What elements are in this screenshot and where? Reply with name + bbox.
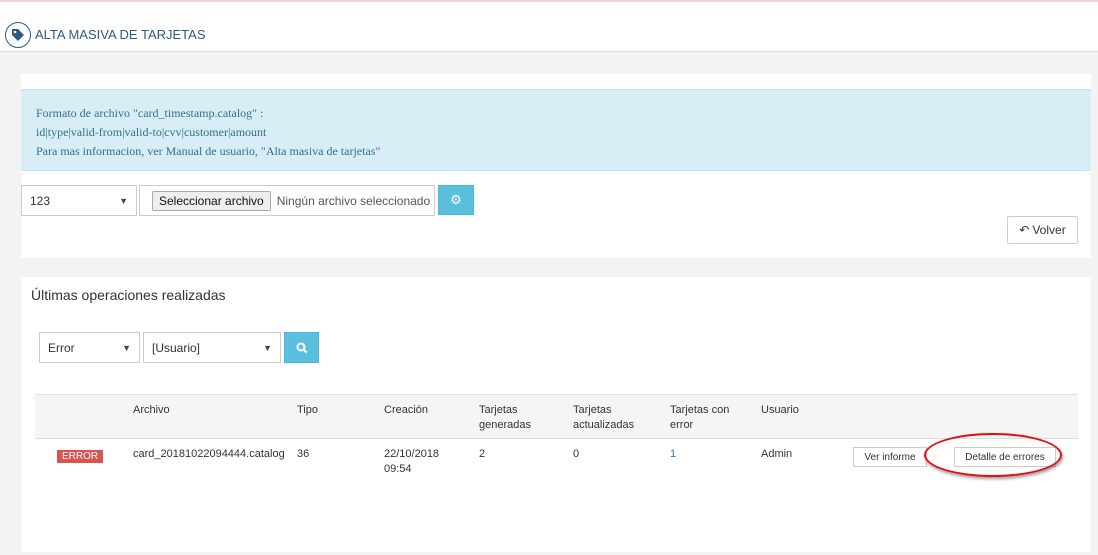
process-button[interactable]: ⚙ <box>438 185 474 215</box>
user: Admin <box>761 448 793 460</box>
col-actualizadas: Tarjetas actualizadas <box>573 404 635 431</box>
file-input[interactable]: Seleccionar archivo Ningún archivo selec… <box>139 185 435 216</box>
user-filter-select[interactable]: [Usuario] ▼ <box>143 332 281 363</box>
select-value: Error <box>48 340 75 355</box>
annotation-circle <box>924 433 1062 477</box>
format-info-alert: Formato de archivo "card_timestamp.catal… <box>21 89 1091 171</box>
created: 22/10/2018 09:54 <box>384 448 440 475</box>
file-status: Ningún archivo seleccionado <box>276 193 431 208</box>
operations-panel: Últimas operaciones realizadas Error ▼ [U… <box>21 277 1091 552</box>
view-report-button[interactable]: Ver informe <box>853 447 927 467</box>
page-header: ALTA MASIVA DE TARJETAS <box>0 2 1098 52</box>
table-header: Archivo Tipo Creación Tarjetas generadas… <box>35 394 1078 439</box>
file-name: card_20181022094444.catalog <box>133 448 285 460</box>
col-con-error: Tarjetas con error <box>670 404 730 431</box>
caret-down-icon: ▼ <box>263 342 272 353</box>
upload-panel: Formato de archivo "card_timestamp.catal… <box>21 74 1091 258</box>
col-generadas: Tarjetas generadas <box>479 404 531 431</box>
caret-down-icon: ▼ <box>122 342 131 353</box>
operations-title: Últimas operaciones realizadas <box>31 287 226 303</box>
search-icon <box>296 342 307 353</box>
errors-count-link[interactable]: 1 <box>670 448 677 460</box>
status-badge: ERROR <box>57 450 104 463</box>
search-button[interactable] <box>284 332 319 363</box>
info-line: id|type|valid-from|valid-to|cvv|customer… <box>36 125 267 139</box>
updated: 0 <box>573 448 580 460</box>
catalog-select[interactable]: 123 ▼ <box>21 185 137 216</box>
col-usuario: Usuario <box>761 404 799 416</box>
type: 36 <box>297 448 310 460</box>
select-value: [Usuario] <box>152 340 201 355</box>
info-line: Para mas informacion, ver Manual de usua… <box>36 144 381 158</box>
info-line: Formato de archivo "card_timestamp.catal… <box>36 106 264 120</box>
col-creacion: Creación <box>384 404 429 416</box>
back-label: Volver <box>1032 223 1066 237</box>
choose-file-button[interactable]: Seleccionar archivo <box>152 190 271 211</box>
status-filter-select[interactable]: Error ▼ <box>39 332 140 363</box>
table-row: ERROR card_20181022094444.catalog 36 22/… <box>35 439 1078 481</box>
cogs-icon: ⚙ <box>450 192 462 207</box>
col-tipo: Tipo <box>297 404 318 416</box>
tag-icon <box>5 22 31 48</box>
reply-icon: ↶ <box>1019 223 1030 237</box>
select-value: 123 <box>30 193 51 208</box>
caret-down-icon: ▼ <box>119 195 128 206</box>
col-archivo: Archivo <box>133 404 170 416</box>
back-button[interactable]: ↶ Volver <box>1007 216 1078 244</box>
generated: 2 <box>479 448 486 460</box>
top-border <box>0 0 1098 2</box>
page-title: ALTA MASIVA DE TARJETAS <box>35 27 206 42</box>
